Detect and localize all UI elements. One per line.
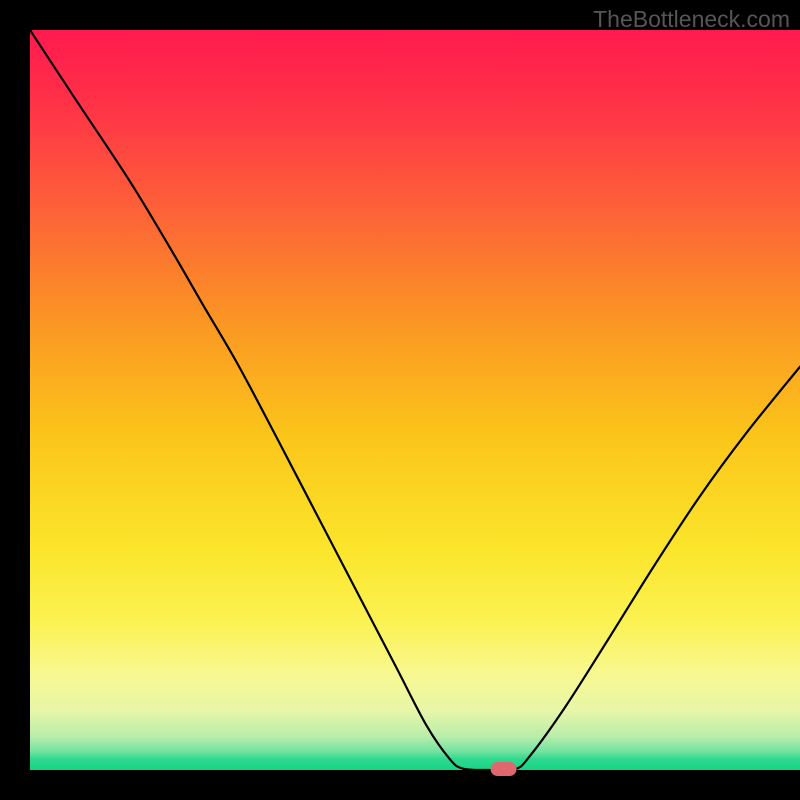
chart-container: TheBottleneck.com (0, 0, 800, 800)
optimum-marker (491, 762, 517, 776)
watermark-text: TheBottleneck.com (593, 6, 790, 33)
bottleneck-chart (0, 0, 800, 800)
gradient-plot-area (30, 30, 800, 770)
